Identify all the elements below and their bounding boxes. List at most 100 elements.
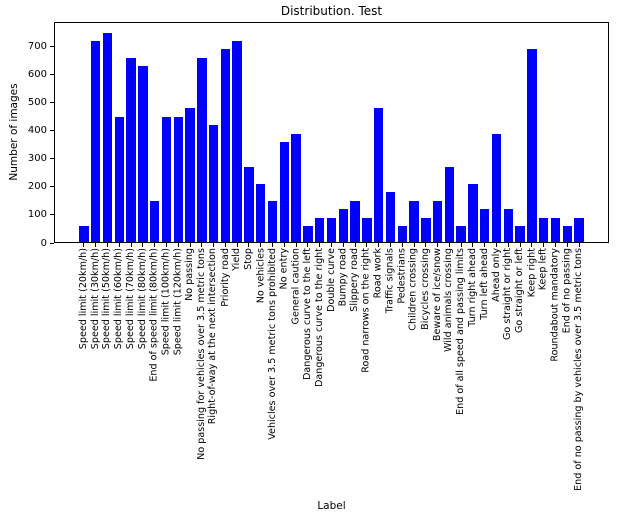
bar — [220, 49, 231, 242]
x-tick-mark — [154, 243, 156, 247]
y-tick-mark — [50, 186, 54, 188]
bar — [362, 217, 372, 242]
x-tick-mark — [484, 243, 486, 247]
x-tick-label: General caution — [290, 248, 302, 325]
x-tick-label: Road narrows on the right — [360, 248, 372, 373]
x-tick-label: Ahead only — [490, 248, 502, 302]
y-tick-mark — [50, 242, 54, 244]
bar — [468, 184, 478, 242]
bar — [350, 200, 360, 242]
x-tick-mark — [177, 243, 179, 247]
x-tick-mark — [118, 243, 120, 247]
x-tick-label: Speed limit (30km/h) — [89, 248, 101, 350]
x-tick-mark — [130, 243, 132, 247]
x-tick-label: Slippery road — [349, 248, 361, 312]
x-tick-mark — [331, 243, 332, 247]
bar — [480, 209, 490, 242]
x-tick-label: Dangerous curve to the right — [313, 248, 325, 388]
x-tick-label: Speed limit (20km/h) — [77, 248, 89, 350]
y-tick-mark — [50, 214, 54, 216]
y-tick-mark — [50, 74, 54, 76]
y-tick-label: 600 — [27, 69, 47, 81]
x-tick-mark — [578, 243, 580, 247]
bar — [432, 200, 443, 242]
bar — [197, 57, 207, 242]
x-tick-label: No vehicles — [254, 248, 266, 304]
bar — [303, 226, 313, 242]
x-tick-label: Vehicles over 3.5 metric tons prohibited — [266, 248, 278, 440]
bar — [538, 217, 549, 242]
y-tick-mark — [50, 46, 54, 48]
x-tick-mark — [189, 243, 191, 247]
x-tick-label: Keep left — [537, 248, 549, 291]
chart-title: Distribution. Test — [280, 4, 383, 18]
bar — [491, 133, 502, 242]
x-tick-label: Roundabout mandatory — [549, 248, 561, 362]
bar — [385, 192, 396, 242]
x-tick-mark — [496, 243, 498, 247]
x-axis-label: Label — [317, 500, 346, 512]
x-tick-label: Bicycles crossing — [419, 248, 431, 330]
x-tick-label: End of no passing — [561, 248, 573, 334]
x-tick-mark — [165, 243, 167, 247]
x-tick-mark — [448, 243, 450, 247]
bar — [267, 200, 278, 242]
x-tick-label: Children crossing — [408, 248, 420, 331]
x-tick-mark — [95, 243, 97, 247]
bar — [314, 217, 325, 242]
x-tick-mark — [236, 243, 238, 247]
x-tick-label: Stop — [242, 248, 254, 270]
x-tick-label: Priority road — [219, 248, 231, 307]
x-tick-mark — [354, 243, 356, 247]
y-tick-label: 700 — [27, 41, 47, 53]
x-tick-label: Yield — [231, 248, 243, 271]
x-tick-label: End of no passing by vehicles over 3.5 m… — [573, 248, 585, 491]
bar — [527, 49, 537, 242]
x-tick-label: Turn left ahead — [478, 248, 490, 320]
x-tick-mark — [272, 243, 274, 247]
x-tick-mark — [342, 243, 344, 247]
bar — [550, 217, 561, 242]
x-tick-mark — [201, 243, 203, 247]
x-tick-label: Traffic signals — [384, 248, 396, 314]
bar — [421, 217, 431, 242]
bar — [456, 226, 466, 242]
bar — [256, 184, 266, 242]
x-tick-label: Bumpy road — [337, 248, 349, 307]
x-tick-label: Speed limit (80km/h) — [136, 248, 148, 350]
bar — [244, 167, 254, 242]
x-tick-mark — [283, 243, 285, 247]
x-tick-mark — [366, 243, 368, 247]
x-tick-label: Pedestrians — [396, 248, 408, 304]
x-tick-label: End of speed limit (80km/h) — [148, 248, 160, 382]
x-tick-label: Speed limit (70km/h) — [125, 248, 137, 350]
y-tick-label: 400 — [27, 125, 47, 137]
bar — [444, 167, 455, 242]
bar — [79, 226, 89, 242]
x-tick-mark — [554, 243, 556, 247]
x-tick-mark — [543, 243, 545, 247]
bar — [503, 209, 514, 242]
x-tick-mark — [307, 243, 309, 247]
x-tick-mark — [507, 243, 509, 247]
bar — [291, 133, 301, 242]
x-tick-mark — [295, 243, 297, 247]
bar — [515, 226, 525, 242]
bar — [562, 226, 572, 242]
x-tick-mark — [519, 243, 521, 247]
bar — [338, 209, 348, 242]
x-tick-mark — [413, 243, 415, 247]
x-tick-label: End of all speed and passing limits — [455, 248, 467, 415]
x-tick-label: No passing for vehicles over 3.5 metric … — [195, 248, 207, 460]
x-tick-label: Beware of ice/snow — [431, 248, 443, 342]
bar — [208, 125, 219, 242]
x-tick-label: Go straight or right — [502, 248, 514, 340]
bar — [373, 108, 384, 242]
x-tick-label: Wild animals crossing — [443, 248, 455, 353]
x-tick-mark — [460, 243, 462, 247]
x-tick-mark — [142, 243, 144, 247]
x-tick-mark — [401, 243, 403, 247]
x-tick-mark — [224, 243, 226, 247]
bar — [574, 217, 584, 242]
bar — [397, 226, 407, 242]
